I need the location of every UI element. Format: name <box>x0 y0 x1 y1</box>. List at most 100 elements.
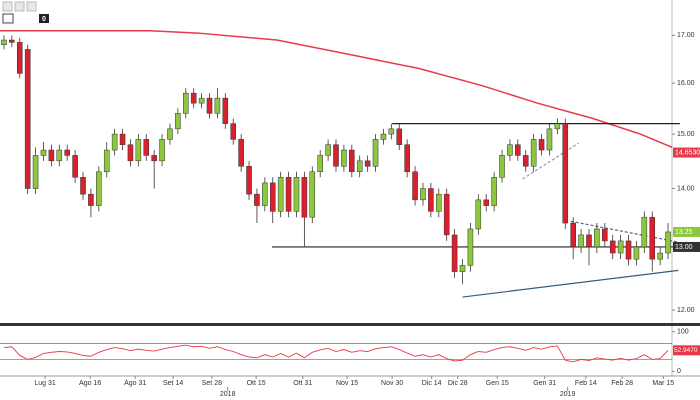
candle-body <box>499 155 505 178</box>
candle-body <box>443 193 450 236</box>
candle-body <box>578 234 584 248</box>
x-tick-label: Nov 15 <box>336 380 358 387</box>
y-tick-label: 100 <box>677 329 689 336</box>
candle-body <box>64 149 70 156</box>
candle-body <box>198 97 205 104</box>
candle-body <box>349 149 355 173</box>
candle-body <box>80 177 86 195</box>
toolbar: 0 <box>2 1 49 24</box>
y-tick-label: 0 <box>677 368 681 375</box>
candle-body <box>483 199 489 206</box>
candle-body <box>507 144 513 156</box>
candle-body <box>72 155 78 178</box>
y-tick-label: 12.00 <box>677 307 695 314</box>
y-tick-label: 14.00 <box>677 185 695 192</box>
candle-body <box>159 139 165 162</box>
candle-body <box>515 144 521 156</box>
candle-body <box>435 193 442 212</box>
y-tick-label: 16.00 <box>677 80 695 87</box>
candle-body <box>356 160 363 173</box>
price-tag-label: 14.6530 <box>675 149 700 156</box>
badge: 0 <box>42 16 46 23</box>
candle-body <box>32 155 39 189</box>
candle-body <box>341 149 347 167</box>
candle-body <box>151 155 157 162</box>
candle-body <box>380 133 387 140</box>
candle-body <box>254 193 260 206</box>
candle-body <box>135 139 142 162</box>
candle-body <box>143 139 150 156</box>
candle-body <box>459 265 466 272</box>
x-tick-label: Nov 30 <box>381 380 403 387</box>
candle-body <box>657 252 663 260</box>
candle-body <box>88 193 94 206</box>
badge-box[interactable] <box>2 13 14 24</box>
candle-body <box>467 228 474 266</box>
trend-line <box>570 220 679 243</box>
tool-icon[interactable] <box>14 1 25 12</box>
x-tick-label: Gen 31 <box>533 380 556 387</box>
candle-body <box>214 97 221 114</box>
candle-body <box>412 171 418 201</box>
candle-body <box>96 171 102 206</box>
candle-body <box>230 123 237 140</box>
candle-body <box>570 222 576 248</box>
candle-body <box>364 160 371 167</box>
candle-body <box>24 49 31 189</box>
x-tick-label: Dic 14 <box>422 380 442 387</box>
x-tick-label: Ott 15 <box>247 380 266 387</box>
candle-body <box>190 92 197 104</box>
price-tag <box>673 241 700 252</box>
candle-body <box>388 128 395 135</box>
candle-body <box>633 246 640 260</box>
candle-body <box>269 182 276 212</box>
x-tick-label: Lug 31 <box>34 380 56 387</box>
candle-body <box>175 113 181 130</box>
badge-box[interactable] <box>39 14 49 23</box>
y-tick-label: 17.00 <box>677 32 695 39</box>
price-tag <box>673 345 700 356</box>
candle-body <box>301 177 308 218</box>
candle-body <box>428 188 434 212</box>
candle-body <box>293 177 300 212</box>
x-tick-label: Mar 15 <box>652 380 674 387</box>
tool-icon[interactable] <box>26 1 37 12</box>
x-tick-label: Ott 31 <box>293 380 312 387</box>
price-tag-label: 52.9470 <box>674 347 698 354</box>
x-tick-label: Ago 16 <box>79 380 101 387</box>
oscillator-line <box>3 344 669 363</box>
year-label: 2019 <box>560 391 576 398</box>
candle-body <box>222 97 229 124</box>
candle-body <box>325 144 331 156</box>
candle-body <box>404 144 410 173</box>
price-tag <box>673 226 700 237</box>
candle-body <box>16 42 23 74</box>
candle-body <box>475 199 482 230</box>
y-tick-label: 15.00 <box>677 131 695 138</box>
candle-body <box>262 182 268 206</box>
candle-body <box>56 149 63 162</box>
candle-body <box>119 133 126 145</box>
candle-body <box>538 139 545 151</box>
candle-body <box>1 39 7 45</box>
candle-body <box>451 234 458 272</box>
candle-body <box>9 39 15 43</box>
candle-body <box>396 128 403 145</box>
candle-body <box>522 155 529 167</box>
price-tag-label: 13.00 <box>675 244 693 251</box>
candle-body <box>602 228 608 242</box>
candle-body <box>103 149 110 173</box>
trend-line <box>522 142 580 180</box>
x-tick-label: Ago 31 <box>124 380 146 387</box>
candle-body <box>372 139 379 167</box>
tool-icon[interactable] <box>2 1 13 12</box>
candle-body <box>127 144 134 162</box>
panel-separator <box>0 323 700 326</box>
year-label: 2018 <box>220 391 236 398</box>
candle-body <box>546 128 553 151</box>
candle-body <box>317 155 323 173</box>
candle-body <box>586 234 592 248</box>
candle-body <box>309 171 316 218</box>
